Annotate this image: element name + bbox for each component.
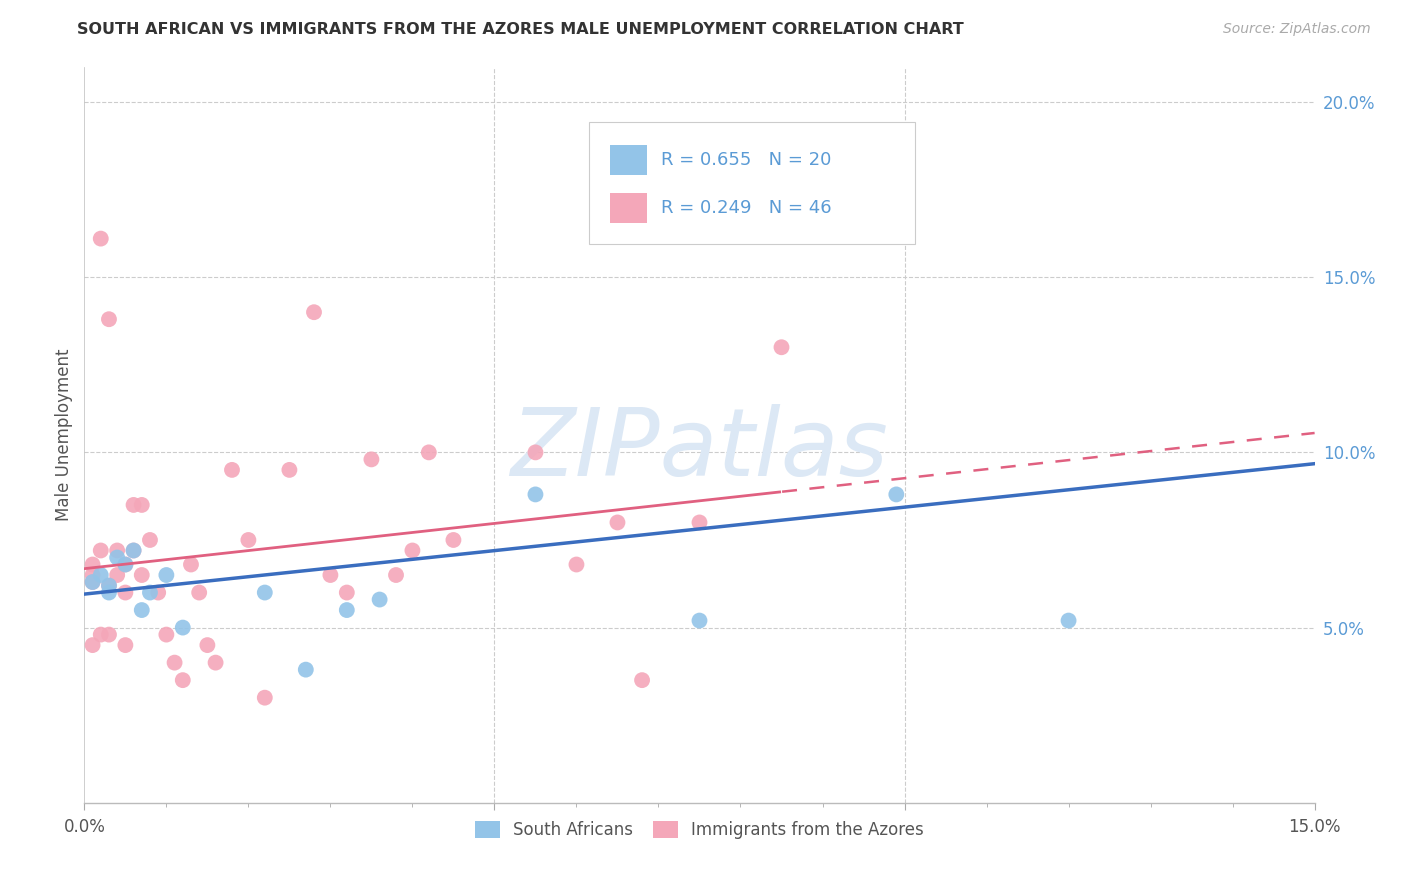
Point (131, 498, 153, 512)
Point (82, 574, 104, 589)
Point (689, 614, 711, 628)
Text: SOUTH AFRICAN VS IMMIGRANTS FROM THE AZORES MALE UNEMPLOYMENT CORRELATION CHART: SOUTH AFRICAN VS IMMIGRANTS FROM THE AZO… (77, 22, 965, 37)
Point (238, 533, 260, 547)
Point (82, 568, 104, 582)
Point (336, 603, 359, 617)
Point (197, 638, 219, 652)
Point (98, 627, 120, 641)
Point (524, 487, 547, 501)
Point (98, 312, 120, 326)
Point (98, 578, 120, 592)
Point (221, 463, 243, 477)
Point (360, 452, 382, 467)
Point (163, 656, 186, 670)
Point (302, 305, 325, 319)
Point (82, 638, 104, 652)
Point (155, 627, 177, 641)
Point (1057, 614, 1080, 628)
Point (114, 585, 136, 599)
Point (114, 638, 136, 652)
Point (319, 568, 342, 582)
Point (401, 543, 423, 558)
Point (443, 533, 465, 547)
Point (90, 568, 112, 582)
Point (295, 663, 318, 677)
Point (105, 550, 128, 565)
Point (368, 592, 391, 607)
Point (122, 543, 145, 558)
Point (524, 445, 547, 459)
Point (336, 585, 359, 599)
Point (131, 603, 153, 617)
Point (172, 621, 194, 635)
Text: R = 0.249   N = 46: R = 0.249 N = 46 (661, 199, 832, 217)
Point (204, 656, 226, 670)
Point (114, 558, 136, 572)
Point (278, 463, 301, 477)
Point (148, 585, 170, 599)
Text: R = 0.655   N = 20: R = 0.655 N = 20 (661, 151, 832, 169)
Point (90, 543, 112, 558)
Point (631, 673, 654, 687)
Point (253, 690, 276, 705)
Point (689, 516, 711, 530)
Point (98, 578, 120, 592)
Point (188, 585, 211, 599)
Text: Source: ZipAtlas.com: Source: ZipAtlas.com (1223, 22, 1371, 37)
Point (105, 568, 128, 582)
Point (418, 445, 440, 459)
Point (139, 585, 162, 599)
Bar (610, 194, 647, 223)
Point (155, 568, 177, 582)
Point (253, 585, 276, 599)
Point (606, 516, 628, 530)
Y-axis label: Male Unemployment: Male Unemployment (55, 349, 73, 521)
FancyBboxPatch shape (589, 122, 915, 244)
Point (139, 533, 162, 547)
Point (114, 558, 136, 572)
Point (82, 558, 104, 572)
Point (886, 487, 908, 501)
Point (172, 673, 194, 687)
Legend: South Africans, Immigrants from the Azores: South Africans, Immigrants from the Azor… (468, 814, 931, 846)
Point (180, 558, 202, 572)
Point (131, 568, 153, 582)
Text: ZIPatlas: ZIPatlas (510, 404, 889, 495)
Point (122, 498, 145, 512)
Bar (610, 145, 647, 175)
Point (90, 627, 112, 641)
Point (90, 232, 112, 246)
Point (565, 558, 588, 572)
Point (105, 543, 128, 558)
Point (770, 340, 793, 354)
Point (770, 228, 793, 243)
Point (98, 585, 120, 599)
Point (82, 574, 104, 589)
Point (385, 568, 408, 582)
Point (122, 543, 145, 558)
